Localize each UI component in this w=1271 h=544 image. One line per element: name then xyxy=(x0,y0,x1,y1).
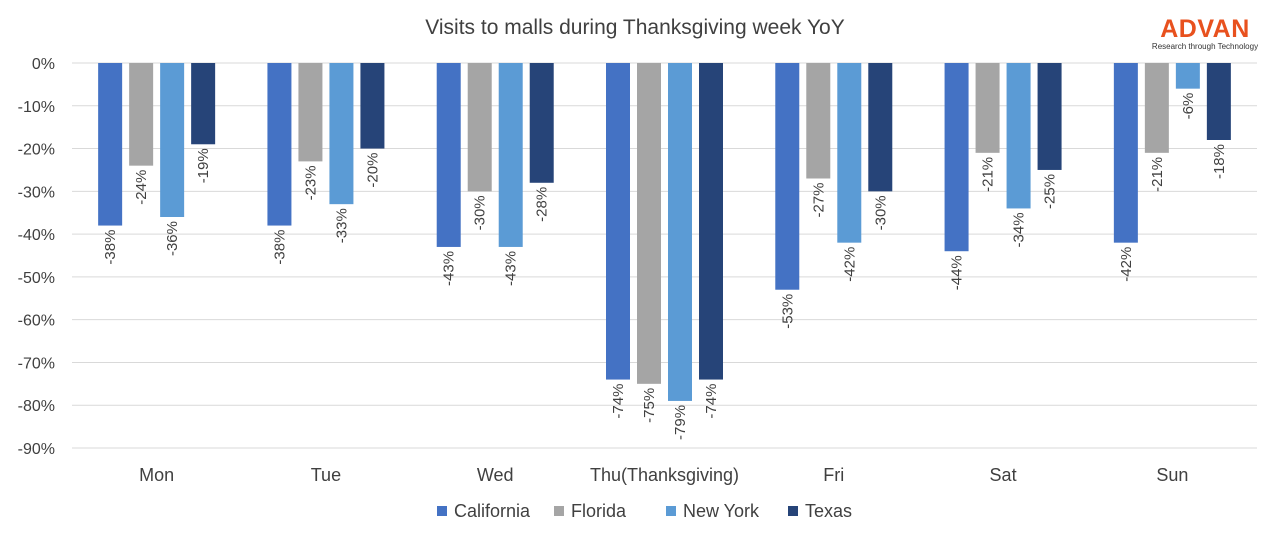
data-label: -18% xyxy=(1211,144,1228,179)
bar xyxy=(129,63,154,166)
x-tick-label: Sat xyxy=(990,465,1017,485)
data-label: -75% xyxy=(641,388,658,423)
data-label: -43% xyxy=(503,251,520,286)
legend-label: Texas xyxy=(805,501,852,521)
legend-label: New York xyxy=(683,501,760,521)
y-tick-label: -40% xyxy=(18,227,55,244)
bar xyxy=(1006,63,1031,209)
y-tick-label: -50% xyxy=(18,270,55,287)
data-label: -6% xyxy=(1180,93,1197,120)
bar xyxy=(191,63,216,145)
data-label: -74% xyxy=(703,384,720,419)
chart-title: Visits to malls during Thanksgiving week… xyxy=(425,16,844,39)
bar xyxy=(360,63,385,149)
bar xyxy=(699,63,723,380)
data-label: -20% xyxy=(364,153,381,188)
bar xyxy=(606,63,630,380)
bar xyxy=(775,63,800,290)
y-tick-label: -80% xyxy=(18,398,55,415)
legend-label: Florida xyxy=(571,501,627,521)
data-label: -74% xyxy=(610,384,627,419)
data-label: -19% xyxy=(195,148,212,183)
data-label: -42% xyxy=(841,247,858,282)
bar xyxy=(1037,63,1062,170)
bar xyxy=(806,63,831,179)
y-tick-label: -90% xyxy=(18,441,55,458)
legend-swatch xyxy=(666,506,676,516)
data-label: -30% xyxy=(872,195,889,230)
data-label: -79% xyxy=(672,405,689,440)
y-tick-label: -20% xyxy=(18,142,55,159)
legend-swatch xyxy=(788,506,798,516)
data-label: -30% xyxy=(472,195,489,230)
data-label: -42% xyxy=(1118,247,1135,282)
bar xyxy=(868,63,893,192)
bar xyxy=(467,63,492,192)
data-label: -34% xyxy=(1011,212,1028,247)
bar xyxy=(1113,63,1138,243)
x-tick-label: Thu(Thanksgiving) xyxy=(590,465,739,485)
brand-name: ADVAN xyxy=(1160,15,1250,43)
data-label: -21% xyxy=(980,157,997,192)
data-label: -23% xyxy=(302,165,319,200)
bar xyxy=(329,63,354,205)
data-label: -38% xyxy=(102,230,119,265)
y-tick-label: -10% xyxy=(18,99,55,116)
bar xyxy=(98,63,123,226)
x-tick-label: Tue xyxy=(311,465,341,485)
data-label: -28% xyxy=(534,187,551,222)
bar xyxy=(668,63,692,401)
x-tick-label: Fri xyxy=(823,465,844,485)
bar xyxy=(944,63,969,252)
data-label: -43% xyxy=(441,251,458,286)
y-tick-label: -70% xyxy=(18,355,55,372)
x-tick-label: Mon xyxy=(139,465,174,485)
data-label: -36% xyxy=(164,221,181,256)
data-label: -53% xyxy=(779,294,796,329)
bar xyxy=(267,63,292,226)
legend-swatch xyxy=(554,506,564,516)
legend-swatch xyxy=(437,506,447,516)
data-label: -27% xyxy=(810,183,827,218)
bar xyxy=(1144,63,1169,153)
y-tick-label: 0% xyxy=(32,56,55,73)
data-label: -38% xyxy=(271,230,288,265)
data-label: -44% xyxy=(949,255,966,290)
bar xyxy=(1206,63,1231,140)
bar xyxy=(529,63,554,183)
data-label: -25% xyxy=(1042,174,1059,209)
bar xyxy=(975,63,1000,153)
x-tick-label: Wed xyxy=(477,465,514,485)
brand-tagline: Research through Technology xyxy=(1151,42,1259,51)
bar xyxy=(498,63,523,247)
bar xyxy=(298,63,323,162)
bar xyxy=(637,63,661,384)
bar xyxy=(1175,63,1200,89)
y-tick-label: -30% xyxy=(18,184,55,201)
data-label: -24% xyxy=(133,170,150,205)
data-label: -33% xyxy=(333,208,350,243)
brand-logo: ADVAN Research through Technology xyxy=(1150,16,1260,52)
bar xyxy=(160,63,185,217)
bar xyxy=(436,63,461,247)
legend-label: California xyxy=(454,501,531,521)
data-label: -21% xyxy=(1149,157,1166,192)
y-tick-label: -60% xyxy=(18,313,55,330)
x-tick-label: Sun xyxy=(1156,465,1188,485)
bar xyxy=(837,63,862,243)
